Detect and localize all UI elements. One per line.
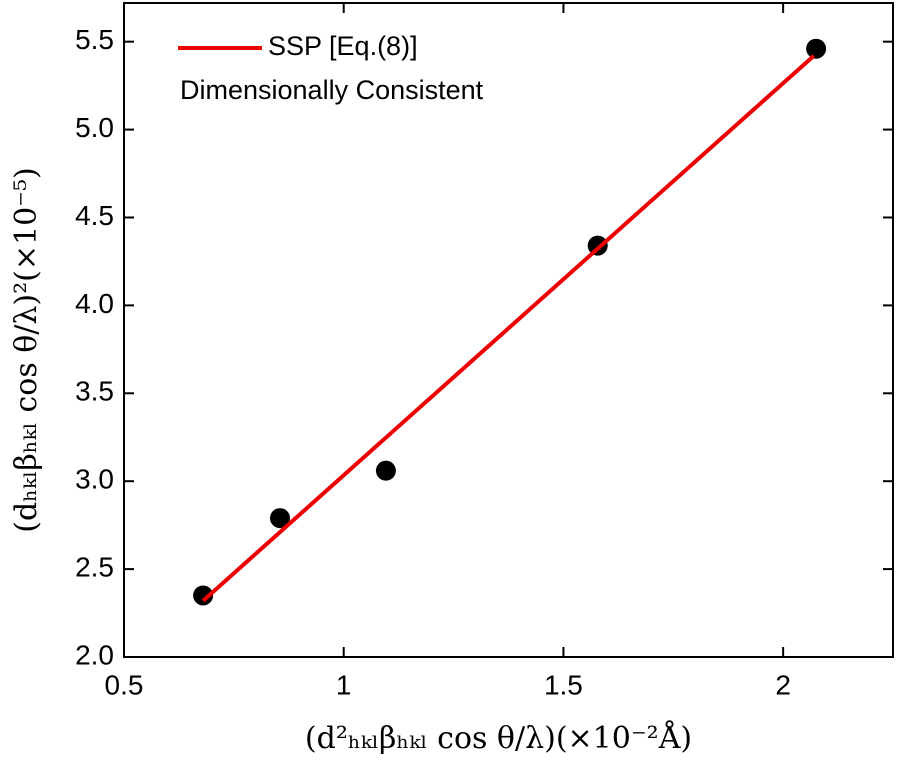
y-tick-label: 4.5 [75, 200, 114, 231]
data-point [806, 38, 827, 59]
y-tick-label: 4.0 [75, 288, 114, 319]
y-tick-label: 5.5 [75, 24, 114, 55]
data-point [269, 508, 290, 529]
y-tick-label: 3.5 [75, 376, 114, 407]
x-tick-label: 2 [775, 669, 791, 700]
data-point [375, 460, 396, 481]
y-tick-label: 2.5 [75, 551, 114, 582]
annotation: Dimensionally Consistent [180, 75, 484, 105]
legend-label: SSP [Eq.(8)] [268, 31, 418, 61]
y-tick-label: 3.0 [75, 464, 114, 495]
x-tick-label: 1.5 [544, 669, 583, 700]
fit-line [201, 54, 816, 603]
y-axis-label: (dₕₖₗβₕₖₗ cos θ/λ)²(×10⁻⁵) [9, 167, 44, 532]
plot-frame [123, 2, 894, 658]
x-tick-label: 1 [336, 669, 352, 700]
x-axis-label: (d²ₕₖₗβₕₖₗ cos θ/λ)(×10⁻²Å) [305, 720, 692, 756]
y-tick-label: 5.0 [75, 112, 114, 143]
data-point [193, 585, 214, 606]
y-tick-label: 2.0 [75, 639, 114, 670]
x-tick-label: 0.5 [105, 669, 144, 700]
